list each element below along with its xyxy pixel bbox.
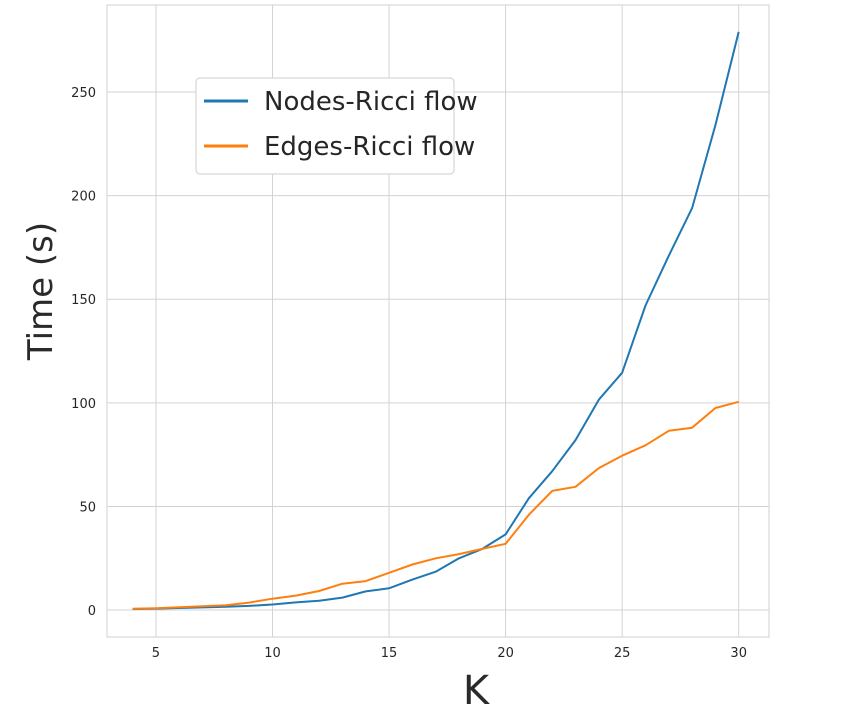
y-tick-label: 50 bbox=[79, 500, 96, 515]
x-tick-label: 30 bbox=[730, 646, 747, 661]
y-tick-label: 200 bbox=[71, 190, 96, 205]
y-axis-label: Time (s) bbox=[21, 222, 61, 361]
x-tick-label: 20 bbox=[497, 646, 514, 661]
y-tick-label: 250 bbox=[71, 86, 96, 101]
x-tick-label: 5 bbox=[152, 646, 160, 661]
legend-frame bbox=[195, 77, 455, 175]
series-line-edges bbox=[132, 400, 739, 610]
y-tick-label: 100 bbox=[71, 397, 96, 412]
x-tick-label: 10 bbox=[264, 646, 281, 661]
series-lines bbox=[132, 31, 740, 610]
legend-label-nodes: Nodes-Ricci flow bbox=[264, 87, 478, 117]
y-tick-labels: 0 50 100 150 200 250 bbox=[71, 86, 96, 619]
x-tick-labels: 5 10 15 20 25 30 bbox=[152, 646, 747, 661]
x-axis-label: K bbox=[463, 668, 491, 714]
y-tick-label: 0 bbox=[88, 604, 96, 619]
y-tick-label: 150 bbox=[71, 293, 96, 308]
series-line-nodes bbox=[132, 31, 740, 610]
legend-label-edges: Edges-Ricci flow bbox=[264, 132, 475, 162]
x-tick-label: 15 bbox=[381, 646, 398, 661]
legend: Nodes-Ricci flow Edges-Ricci flow bbox=[195, 77, 478, 175]
x-tick-label: 25 bbox=[614, 646, 631, 661]
